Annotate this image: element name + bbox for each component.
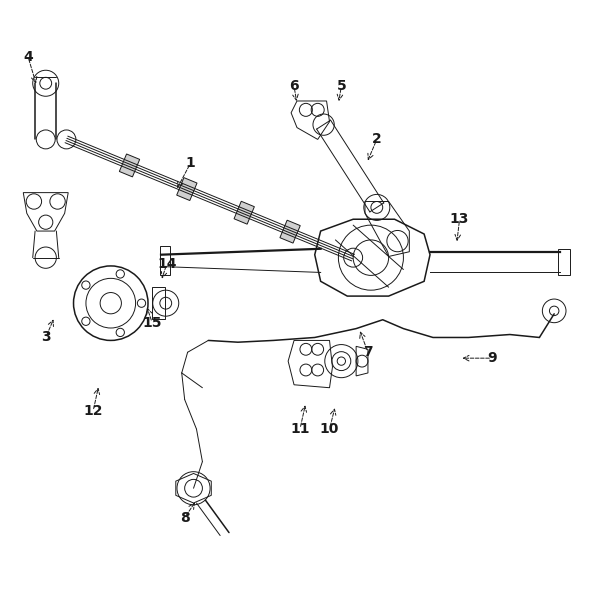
Text: 10: 10: [320, 422, 339, 436]
Polygon shape: [280, 220, 300, 243]
Bar: [558, 249, 570, 275]
Text: 6: 6: [289, 79, 299, 93]
Text: 15: 15: [143, 316, 162, 330]
Text: 3: 3: [41, 330, 50, 344]
Text: 14: 14: [157, 257, 176, 271]
Polygon shape: [234, 201, 254, 224]
Bar: [160, 246, 170, 275]
Text: 13: 13: [450, 212, 469, 226]
Bar: [152, 288, 165, 319]
Text: 8: 8: [180, 511, 189, 525]
Polygon shape: [119, 154, 140, 177]
Text: 5: 5: [336, 79, 346, 93]
Text: 9: 9: [487, 351, 497, 365]
Polygon shape: [176, 178, 197, 201]
Text: 2: 2: [372, 132, 382, 146]
Text: 12: 12: [83, 404, 103, 419]
Text: 4: 4: [23, 50, 33, 63]
Text: 1: 1: [186, 156, 195, 170]
Text: 7: 7: [363, 345, 373, 359]
Text: 11: 11: [290, 422, 309, 436]
